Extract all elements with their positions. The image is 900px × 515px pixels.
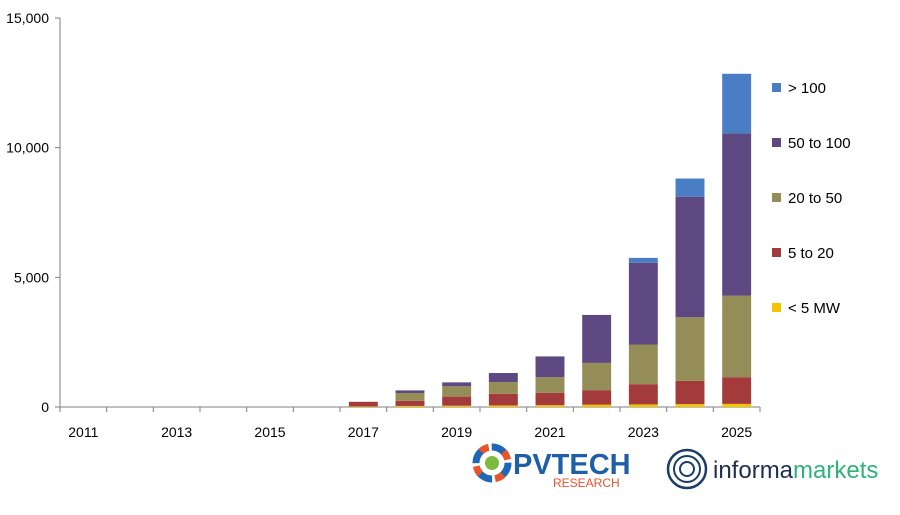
bar-segment	[488, 405, 518, 407]
pvtech-logo: PVTECH RESEARCH	[472, 443, 631, 490]
bar-segment	[675, 380, 705, 405]
bar-segment	[488, 382, 518, 394]
legend-label: > 100	[788, 80, 826, 97]
bar-segment	[675, 196, 705, 318]
x-tick-label: 2021	[534, 424, 565, 440]
y-tick-label: 15,000	[6, 10, 49, 26]
x-tick-label: 2019	[441, 424, 472, 440]
bar-segment	[582, 314, 612, 363]
bar-segment	[535, 356, 565, 378]
legend: > 100 50 to 100 20 to 50 5 to 20 < 5 MW	[772, 80, 851, 317]
legend-label: 20 to 50	[788, 190, 842, 207]
bar-segment	[535, 392, 565, 406]
bar-segment	[628, 384, 658, 405]
bar-segment	[675, 404, 705, 407]
legend-label: 50 to 100	[788, 135, 851, 152]
bar-segment	[395, 392, 425, 401]
bar-segment	[675, 178, 705, 197]
informa-markets-wordmark: informamarkets	[713, 457, 878, 484]
bar-segment	[442, 386, 472, 397]
bar-segment	[582, 362, 612, 391]
bar-segment	[442, 382, 472, 387]
bars	[348, 73, 752, 407]
y-tick-label: 10,000	[6, 140, 49, 156]
x-tick-label: 2017	[348, 424, 379, 440]
bar-segment	[535, 405, 565, 407]
x-axis: 2011 2013 2015 2017 2019 2021 2023 2025	[59, 406, 761, 440]
y-axis: 0 5,000 10,000 15,000	[6, 10, 61, 415]
bar-segment	[722, 295, 752, 378]
informa-markets-logo: informamarkets	[666, 448, 878, 490]
bar-segment	[395, 405, 425, 407]
bar-segment	[395, 400, 425, 406]
legend-swatch	[772, 138, 781, 147]
legend-swatch	[772, 248, 781, 257]
bar-segment	[628, 257, 658, 263]
bar-segment	[442, 405, 472, 407]
y-tick-label: 0	[41, 399, 49, 415]
informa-label: informa	[713, 457, 794, 484]
bar-segment	[488, 393, 518, 406]
bar-segment	[442, 396, 472, 406]
legend-label: 5 to 20	[788, 245, 834, 262]
x-tick-label: 2011	[68, 424, 98, 440]
markets-label: markets	[793, 457, 878, 484]
x-tick-label: 2023	[628, 424, 659, 440]
pvtech-name: PVTECH	[513, 449, 631, 481]
bar-segment	[722, 73, 752, 134]
x-tick-label: 2013	[161, 424, 192, 440]
legend-swatch	[772, 303, 781, 312]
bar-segment	[722, 133, 752, 296]
x-tick-label: 2015	[254, 424, 285, 440]
bar-segment	[628, 344, 658, 385]
bar-segment	[628, 404, 658, 407]
bar-segment	[535, 377, 565, 393]
bar-segment	[675, 317, 705, 381]
informa-emblem-icon	[666, 448, 708, 490]
bar-segment	[395, 390, 425, 393]
bar-segment	[582, 404, 612, 407]
pvtech-research-label: RESEARCH	[553, 476, 620, 490]
legend-swatch	[772, 193, 781, 202]
bar-segment	[348, 406, 378, 407]
bar-segment	[488, 373, 518, 383]
legend-label: < 5 MW	[788, 300, 841, 317]
pvtech-emblem-icon	[472, 443, 512, 483]
x-tick-label: 2025	[721, 424, 752, 440]
bar-segment	[722, 377, 752, 404]
bar-segment	[722, 403, 752, 407]
legend-swatch	[772, 83, 781, 92]
bar-segment	[582, 390, 612, 405]
y-tick-label: 5,000	[14, 269, 49, 285]
bar-segment	[348, 401, 378, 407]
bar-segment	[628, 262, 658, 345]
